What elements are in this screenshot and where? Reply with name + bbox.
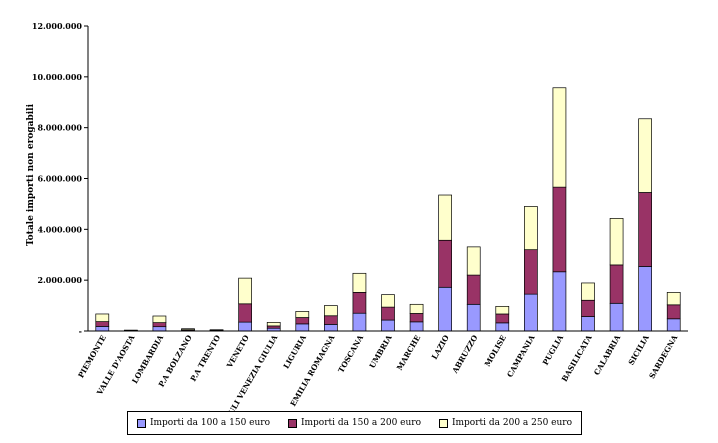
bar-segment (238, 303, 252, 323)
bar-segment (666, 318, 681, 332)
bar-segment (524, 249, 538, 295)
bar-segment (609, 264, 624, 304)
x-tick-label: CAMPANIA (505, 333, 536, 379)
x-tick-label: SICILIA (627, 333, 651, 366)
y-tick-label: 12.000.000 (32, 21, 83, 31)
x-tick-label: PUGLIA (541, 333, 565, 366)
bar-segment (381, 294, 395, 308)
bar-segment (495, 305, 510, 315)
bar-segment (295, 323, 310, 332)
bar-segment (638, 118, 652, 193)
bar-segment (495, 313, 510, 324)
bar-segment (581, 282, 595, 301)
bar-segment (466, 274, 481, 305)
bar-segment (324, 305, 338, 317)
bar-segment (152, 322, 167, 328)
x-tick-label: TOSCANA (336, 333, 365, 374)
y-tick-label: 4.000.000 (37, 224, 82, 234)
bar-segment (95, 313, 110, 322)
bar-segment (609, 302, 624, 332)
bar-segment (152, 315, 167, 323)
bar-segment (638, 266, 652, 332)
bar-segment (581, 316, 595, 332)
y-tick-label: 8.000.000 (37, 123, 82, 133)
bar-segment (666, 304, 681, 320)
bar-segment (438, 194, 452, 241)
bar-segment (609, 218, 624, 266)
x-tick-label: MOLISE (483, 333, 508, 368)
legend-swatch (287, 418, 297, 428)
x-tick-label: PIEMONTE (76, 333, 108, 379)
x-tick-label: BASILICATA (560, 333, 594, 383)
bar-segment (409, 303, 424, 314)
bar-segment (552, 271, 567, 332)
bar-segment (295, 317, 310, 325)
bar-segment (95, 321, 110, 327)
bar-segment (495, 322, 510, 332)
y-tick-label: - (79, 326, 82, 336)
x-tick-label: P.A TRENTO (189, 333, 223, 383)
bar-segment (381, 319, 395, 332)
bar-segment (209, 329, 224, 331)
legend-item: Importi da 200 a 250 euro (438, 418, 573, 428)
legend-swatch (136, 418, 146, 428)
bar-segment (666, 292, 681, 306)
bar-segment (295, 311, 310, 318)
y-axis-label: Totale importi non erogabili (26, 103, 36, 246)
x-tick-label: LIGURIA (282, 333, 309, 370)
bar-segment (466, 303, 481, 332)
bar-segment (266, 322, 281, 327)
bar-segment (181, 328, 195, 331)
bar-segment (638, 192, 652, 267)
legend: Importi da 100 a 150 euro Importi da 150 … (127, 411, 582, 435)
bar-segment (381, 306, 395, 321)
bar-segment (95, 326, 110, 332)
y-axis: - 2.000.000 4.000.000 6.000.000 8.000.000 10.… (32, 21, 89, 336)
bar-segment (466, 246, 481, 276)
bar-segment (409, 313, 424, 323)
bar-segment (238, 321, 252, 332)
legend-item: Importi da 100 a 150 euro (136, 418, 271, 428)
y-tick-label: 10.000.000 (32, 72, 83, 82)
legend-label: Importi da 200 a 250 euro (451, 418, 573, 428)
bar-segment (238, 277, 252, 305)
bar-segment (438, 286, 452, 332)
bar-segment (524, 206, 538, 251)
bar-segment (409, 321, 424, 332)
bar-segment (352, 272, 367, 293)
bar-segment (552, 87, 567, 188)
x-tick-label: ABRUZZO (450, 333, 480, 376)
bar-segment (152, 326, 167, 332)
bars (95, 87, 681, 332)
x-tick-label: VENETO (224, 333, 251, 370)
x-tick-label: UMBRIA (368, 333, 394, 369)
bar-segment (552, 186, 567, 273)
legend-item: Importi da 150 a 200 euro (287, 418, 422, 428)
bar-segment (352, 292, 367, 314)
bar-segment (352, 312, 367, 332)
bar-segment (324, 315, 338, 325)
bar-segment (524, 293, 538, 332)
x-tick-label: MARCHE (395, 333, 422, 372)
legend-swatch (438, 418, 448, 428)
legend-label: Importi da 100 a 150 euro (149, 418, 271, 428)
x-tick-label: CALABRIA (592, 333, 622, 376)
bar-segment (324, 324, 338, 332)
bar-segment (581, 299, 595, 317)
bar-segment (438, 239, 452, 288)
legend-label: Importi da 150 a 200 euro (300, 418, 422, 428)
y-tick-label: 2.000.000 (37, 275, 82, 285)
y-tick-label: 6.000.000 (37, 174, 82, 184)
x-tick-label: SARDEGNA (647, 333, 679, 380)
x-tick-label: LAZIO (430, 333, 451, 361)
